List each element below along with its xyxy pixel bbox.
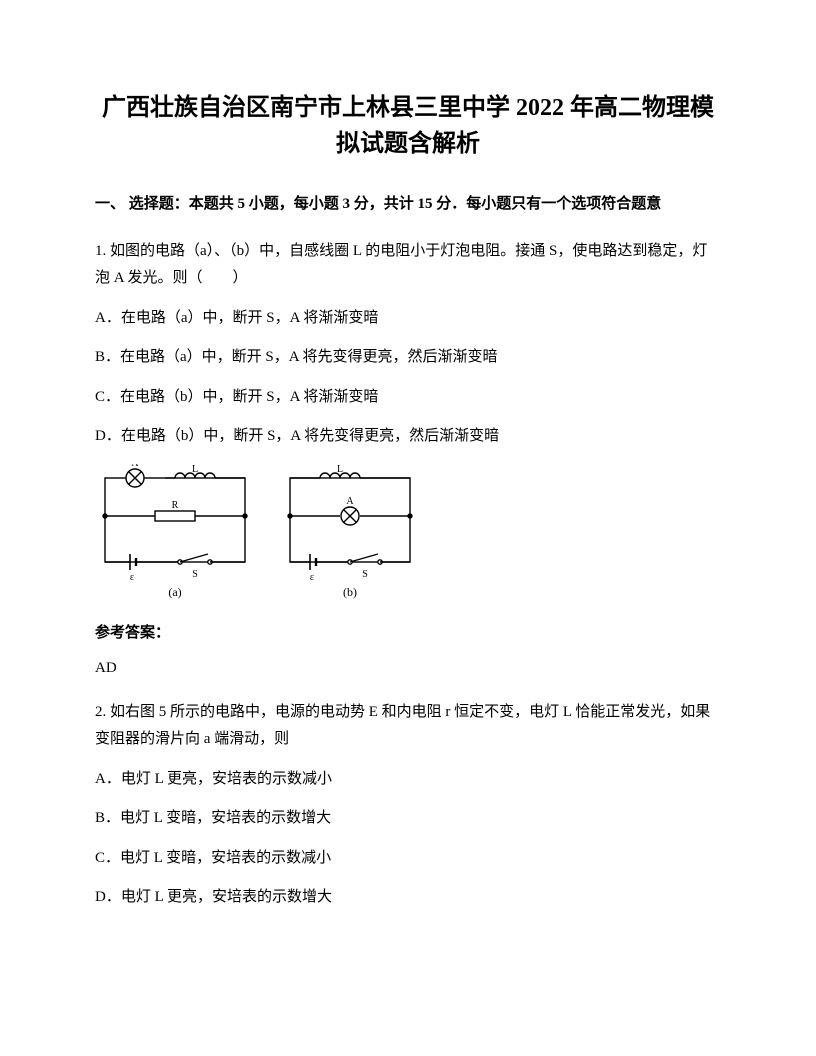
q1-circuit-diagram: A L R ε: [95, 464, 721, 599]
q1-option-a: A．在电路（a）中，断开 S，A 将渐渐变暗: [95, 306, 721, 332]
label-A-a: A: [131, 464, 139, 469]
label-L-b: L: [337, 464, 343, 475]
q1-answer-label: 参考答案：: [95, 621, 721, 642]
q1-option-b: B．在电路（a）中，断开 S，A 将先变得更亮，然后渐渐变暗: [95, 345, 721, 371]
label-S-a: S: [192, 569, 198, 580]
q2-option-a: A．电灯 L 更亮，安培表的示数减小: [95, 767, 721, 793]
q1-option-c: C．在电路（b）中，断开 S，A 将渐渐变暗: [95, 385, 721, 411]
q2-option-b: B．电灯 L 变暗，安培表的示数增大: [95, 806, 721, 832]
label-b: (b): [343, 585, 357, 599]
q1-stem: 1. 如图的电路（a）、（b）中，自感线圈 L 的电阻小于灯泡电阻。接通 S，使…: [95, 238, 721, 292]
label-L-a: L: [192, 464, 198, 475]
label-eps-a: ε: [130, 572, 134, 583]
q1-option-d: D．在电路（b）中，断开 S，A 将先变得更亮，然后渐渐变暗: [95, 424, 721, 450]
q2-option-c: C．电灯 L 变暗，安培表的示数减小: [95, 846, 721, 872]
section-heading: 一、 选择题：本题共 5 小题，每小题 3 分，共计 15 分．每小题只有一个选…: [95, 192, 721, 218]
label-eps-b: ε: [310, 572, 314, 583]
q1-answer: AD: [95, 660, 721, 677]
label-S-b: S: [362, 569, 368, 580]
page-title: 广西壮族自治区南宁市上林县三里中学 2022 年高二物理模拟试题含解析: [95, 90, 721, 162]
q2-stem: 2. 如右图 5 所示的电路中，电源的电动势 E 和内电阻 r 恒定不变，电灯 …: [95, 699, 721, 753]
label-A-b: A: [346, 496, 354, 507]
label-a: (a): [168, 585, 181, 599]
q2-option-d: D．电灯 L 更亮，安培表的示数增大: [95, 885, 721, 911]
label-R: R: [172, 500, 179, 511]
